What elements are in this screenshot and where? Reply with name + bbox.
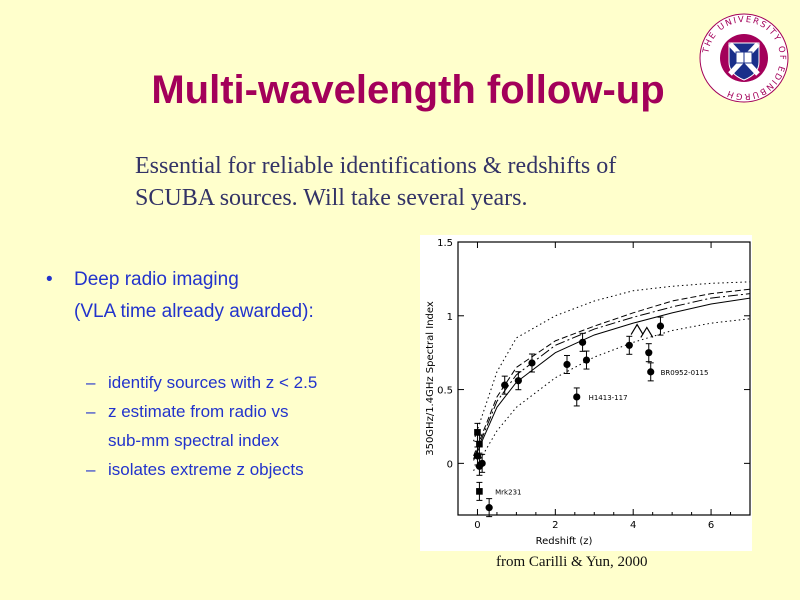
sub-bullet-text: z estimate from radio vs (108, 402, 289, 421)
bullet-line-2: (VLA time already awarded): (74, 301, 314, 322)
data-point (528, 359, 536, 367)
data-point (625, 341, 633, 349)
data-point (647, 368, 655, 376)
sub-bullet-item: – identify sources with z < 2.5 (86, 368, 404, 397)
bullet-list: • Deep radio imaging (VLA time already a… (44, 264, 404, 484)
data-point (563, 360, 571, 369)
data-point (485, 504, 493, 512)
x-tick-label: 0 (474, 520, 480, 531)
intro-line-2: SCUBA sources. Will take several years. (135, 185, 528, 211)
y-tick-label: 1 (447, 312, 453, 323)
data-point (474, 429, 481, 436)
model-curve (473, 293, 750, 460)
sub-bullet-continuation: sub-mm spectral index (86, 426, 404, 455)
upper-limit-marker (640, 326, 654, 338)
spectral-index-chart: 0 2 4 6 0 0.5 1 1.5 Redshift (z) 350GHz/1.4GHz Sp… (425, 238, 751, 547)
plot-frame (457, 241, 751, 516)
point-annotation: Mrk231 (495, 488, 521, 496)
data-point (582, 356, 591, 364)
x-tick-label: 4 (630, 520, 636, 531)
university-logo: THE UNIVERSITY OF EDINBURGH (699, 13, 789, 103)
dash-icon: – (86, 373, 96, 392)
data-point (476, 440, 483, 448)
sub-bullet-item: – z estimate from radio vs (86, 397, 404, 426)
data-point (578, 338, 587, 346)
slide-title: Multi-wavelength follow-up (151, 68, 665, 112)
y-tick-label: 0 (447, 459, 453, 470)
model-curve (473, 281, 750, 442)
y-tick-label: 0.5 (437, 386, 453, 397)
upper-limit-marker (630, 323, 644, 335)
data-point (476, 488, 483, 495)
x-axis-label: Redshift (z) (536, 536, 593, 547)
dash-icon: – (86, 402, 96, 421)
chart-panel: 0 2 4 6 0 0.5 1 1.5 Redshift (z) 350GHz/1.4GHz Sp… (420, 235, 752, 551)
model-curve (473, 288, 750, 457)
dash-icon: – (86, 460, 96, 479)
sub-bullet-list: – identify sources with z < 2.5 – z esti… (44, 368, 404, 484)
sub-bullet-item: – isolates extreme z objects (86, 455, 404, 484)
sub-bullet-text: identify sources with z < 2.5 (108, 373, 318, 392)
data-point (514, 377, 522, 385)
sub-bullet-text: isolates extreme z objects (108, 460, 304, 479)
point-annotation: BR0952-0115 (661, 369, 709, 377)
sub-bullet-text: sub-mm spectral index (108, 431, 280, 450)
intro-line-1: Essential for reliable identifications &… (135, 153, 617, 179)
x-tick-label: 6 (708, 520, 714, 531)
bullet-line-1: Deep radio imaging (74, 269, 239, 290)
figure-caption: from Carilli & Yun, 2000 (496, 554, 648, 570)
data-point (645, 349, 653, 357)
data-point (501, 381, 509, 389)
model-curve (473, 297, 750, 461)
bullet-item: • Deep radio imaging (VLA time already a… (44, 264, 404, 328)
point-annotation: H1413-117 (589, 394, 628, 402)
intro-text: Essential for reliable identifications &… (135, 150, 695, 214)
bullet-dot-icon: • (46, 269, 53, 290)
y-tick-label: 1.5 (437, 238, 453, 249)
y-axis-label: 350GHz/1.4GHz Spectral Index (425, 301, 436, 456)
x-tick-label: 2 (552, 520, 558, 531)
data-point (478, 459, 486, 467)
data-point (656, 322, 665, 330)
data-point (573, 393, 581, 401)
